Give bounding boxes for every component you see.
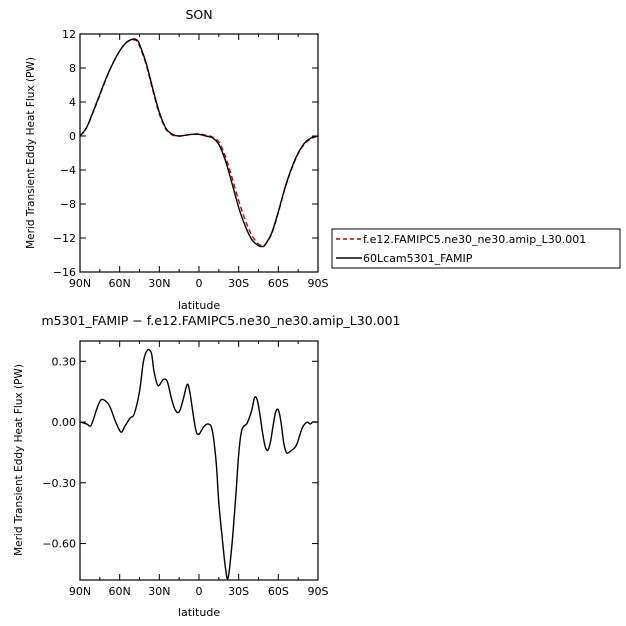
bottom-y-tick-label: −0.30 bbox=[42, 477, 76, 490]
bottom-x-axis-label: latitude bbox=[178, 606, 220, 619]
bottom-y-tick-label: 0.00 bbox=[52, 416, 77, 429]
top-series-line-1 bbox=[79, 39, 319, 247]
top-x-tick-label: 30S bbox=[228, 277, 249, 290]
top-x-tick-label: 60N bbox=[109, 277, 131, 290]
top-y-axis-label: Merid Transient Eddy Heat Flux (PW) bbox=[25, 57, 37, 249]
top-y-tick-label: −12 bbox=[53, 232, 76, 245]
bottom-plot-frame bbox=[79, 340, 319, 581]
panel-top: SON Merid Transient Eddy Heat Flux (PW) … bbox=[25, 7, 621, 312]
legend-label-series-2: 60Lcam5301_FAMIP bbox=[363, 252, 473, 265]
bottom-x-tick-label: 30S bbox=[228, 585, 249, 598]
bottom-series-line-1 bbox=[79, 348, 318, 580]
legend-label-series-1: f.e12.FAMIPC5.ne30_ne30.amip_L30.001 bbox=[363, 233, 586, 246]
top-y-tick-label: 8 bbox=[69, 62, 76, 75]
top-x-tick-label: 90N bbox=[69, 277, 91, 290]
top-y-tick-label: −16 bbox=[53, 266, 76, 279]
legend-box bbox=[331, 228, 621, 269]
bottom-x-tick-label: 0 bbox=[196, 585, 203, 598]
bottom-x-tick-label: 90N bbox=[69, 585, 91, 598]
bottom-plot-area: 90N 60N 30N 0 30S 60S 90S 0.30 0.00 −0.30 −0.60 bbox=[42, 340, 329, 598]
top-chart-title: SON bbox=[185, 7, 212, 22]
top-x-tick-label: 0 bbox=[196, 277, 203, 290]
top-x-tick-label: 30N bbox=[148, 277, 170, 290]
legend: f.e12.FAMIPC5.ne30_ne30.amip_L30.001 60L… bbox=[331, 228, 621, 269]
top-x-tick-label: 60S bbox=[268, 277, 289, 290]
top-x-tick-label: 90S bbox=[308, 277, 329, 290]
bottom-y-tick-label: −0.60 bbox=[42, 538, 76, 551]
top-y-tick-label: −4 bbox=[60, 164, 76, 177]
bottom-x-tick-label: 90S bbox=[308, 585, 329, 598]
top-y-tick-label: 12 bbox=[62, 28, 76, 41]
top-plot-frame bbox=[79, 33, 319, 273]
top-y-tick-label: 0 bbox=[69, 130, 76, 143]
top-series-line-2 bbox=[79, 38, 319, 248]
bottom-x-tick-label: 60S bbox=[268, 585, 289, 598]
bottom-x-tick-label: 30N bbox=[148, 585, 170, 598]
panel-bottom: m5301_FAMIP − f.e12.FAMIPC5.ne30_ne30.am… bbox=[13, 313, 401, 619]
top-plot-area: 90N 60N 30N 0 30S 60S 90S 12 8 4 0 −4 −8 −12 −16 bbox=[53, 28, 329, 290]
bottom-y-axis-label: Merid Transient Eddy Heat Flux (PW) bbox=[13, 364, 25, 556]
bottom-x-tick-label: 60N bbox=[109, 585, 131, 598]
top-y-tick-label: 4 bbox=[69, 96, 76, 109]
bottom-chart-title: m5301_FAMIP − f.e12.FAMIPC5.ne30_ne30.am… bbox=[41, 313, 400, 328]
top-x-axis-label: latitude bbox=[178, 299, 220, 312]
bottom-y-tick-label: 0.30 bbox=[52, 355, 77, 368]
top-y-tick-label: −8 bbox=[60, 198, 76, 211]
